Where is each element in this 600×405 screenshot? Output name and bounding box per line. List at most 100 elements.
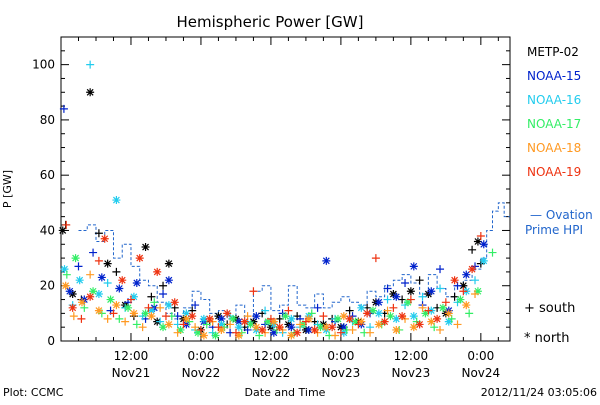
data-point	[275, 323, 284, 332]
data-point	[214, 323, 223, 332]
data-point	[147, 306, 156, 315]
legend-item-noaa-19: NOAA-19	[527, 165, 581, 179]
data-point	[406, 295, 415, 304]
data-point	[328, 323, 337, 332]
data-point	[97, 273, 106, 282]
marker-legend: + south * north	[524, 301, 575, 346]
data-point	[293, 328, 302, 337]
data-point	[479, 240, 488, 249]
data-point	[473, 287, 482, 296]
data-point	[112, 301, 121, 310]
data-point	[287, 323, 296, 332]
data-point	[60, 265, 69, 274]
x-tick-label-time: 12:00	[394, 349, 429, 363]
data-point	[103, 314, 112, 323]
data-point	[383, 284, 392, 293]
data-point	[409, 312, 418, 321]
data-point	[471, 290, 480, 299]
data-point	[269, 328, 278, 337]
data-point	[436, 265, 445, 274]
data-point	[465, 309, 474, 318]
data-point	[223, 309, 232, 318]
x-tick-label-date: Nov23	[322, 366, 361, 380]
y-tick-label: 20	[40, 279, 55, 293]
data-point	[479, 256, 488, 265]
data-point	[456, 295, 465, 304]
data-point	[115, 314, 124, 323]
data-point	[159, 290, 168, 299]
data-point	[231, 328, 240, 337]
data-point	[199, 331, 208, 340]
data-point	[234, 317, 243, 326]
data-point	[354, 320, 363, 329]
data-point	[441, 298, 450, 307]
data-point	[366, 328, 375, 337]
data-point	[476, 231, 485, 240]
data-point	[264, 317, 273, 326]
data-point	[182, 309, 191, 318]
data-point	[229, 314, 238, 323]
data-point	[164, 276, 173, 285]
y-tick-label: 80	[40, 113, 55, 127]
data-point	[421, 309, 430, 318]
data-point	[488, 248, 497, 257]
x-tick-label-time: 12:00	[254, 349, 289, 363]
data-point	[100, 234, 109, 243]
ovation-series	[78, 202, 510, 323]
data-point	[459, 287, 468, 296]
data-point	[240, 317, 249, 326]
data-point	[115, 284, 124, 293]
data-point	[471, 276, 480, 285]
data-point	[427, 317, 436, 326]
data-point	[261, 306, 270, 315]
marker-legend-north: * north	[524, 331, 570, 346]
x-axis-label: Date and Time	[245, 386, 326, 399]
data-point	[68, 303, 77, 312]
legend-item-noaa-16: NOAA-16	[527, 93, 581, 107]
data-point	[336, 328, 345, 337]
data-point	[252, 323, 261, 332]
data-point	[58, 226, 67, 235]
x-tick-label-date: Nov23	[392, 366, 431, 380]
data-point	[398, 312, 407, 321]
data-point	[462, 301, 471, 310]
data-point	[345, 306, 354, 315]
data-point	[415, 320, 424, 329]
data-point	[124, 303, 133, 312]
data-point	[62, 220, 71, 229]
data-point	[392, 325, 401, 334]
data-point	[368, 306, 377, 315]
data-point	[191, 301, 200, 310]
x-tick-label-date: Nov21	[112, 366, 151, 380]
data-point	[74, 262, 83, 271]
data-point	[94, 256, 103, 265]
x-tick-label-time: 0:00	[467, 349, 494, 363]
data-point	[59, 104, 68, 113]
data-point	[182, 314, 191, 323]
data-point	[89, 248, 98, 257]
data-point	[284, 306, 293, 315]
y-tick-label: 40	[40, 223, 55, 237]
data-point	[61, 281, 70, 290]
data-point	[112, 196, 121, 205]
y-tick-label: 0	[47, 334, 55, 348]
data-point	[415, 276, 424, 285]
data-point	[112, 267, 121, 276]
data-point	[374, 309, 383, 318]
data-point	[444, 317, 453, 326]
x-tick-label-time: 0:00	[187, 349, 214, 363]
data-point	[159, 323, 168, 332]
data-point	[392, 292, 401, 301]
data-point	[164, 301, 173, 310]
ovation-label-2: Prime HPI	[525, 223, 583, 237]
data-point	[106, 295, 115, 304]
data-point	[322, 256, 331, 265]
data-point	[191, 323, 200, 332]
y-tick-label: 100	[32, 58, 55, 72]
data-point	[129, 292, 138, 301]
data-point	[141, 309, 150, 318]
data-point	[287, 314, 296, 323]
data-point	[322, 323, 331, 332]
